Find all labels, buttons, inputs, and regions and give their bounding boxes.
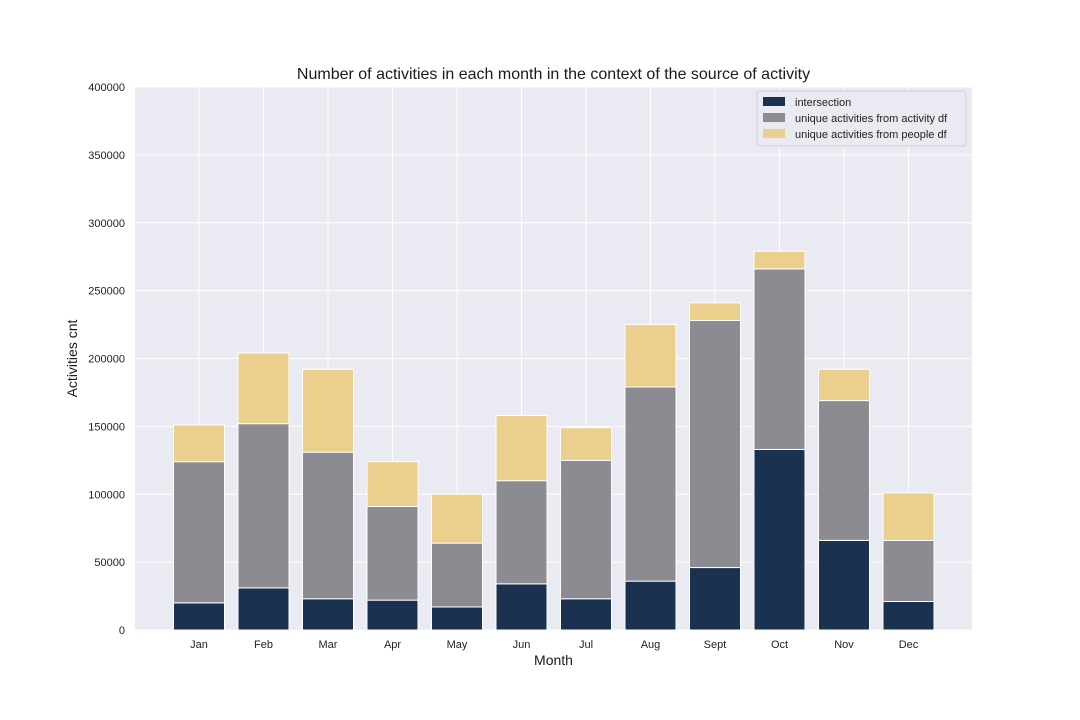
x-tick-label: Apr xyxy=(384,639,401,651)
bar-segment-3-aug xyxy=(624,324,677,388)
bar-segment-1-nov xyxy=(818,539,870,631)
x-tick-label: Dec xyxy=(899,639,919,651)
x-tick-label: Mar xyxy=(319,639,338,651)
legend: intersection unique activities from activ… xyxy=(756,90,967,147)
x-tick-label: Nov xyxy=(834,639,854,651)
y-tick-label: 100000 xyxy=(88,489,125,501)
bar-segment-1-feb xyxy=(237,587,290,631)
bar-segment-2-apr xyxy=(366,505,419,601)
bar-segment-3-feb xyxy=(237,352,290,425)
bars xyxy=(173,250,935,631)
x-tick-label: Oct xyxy=(771,639,788,651)
bar-segment-3-jul xyxy=(560,427,612,461)
y-tick-label: 400000 xyxy=(88,82,125,94)
bar-segment-1-apr xyxy=(366,599,419,631)
y-tick-label: 200000 xyxy=(88,354,125,366)
x-tick-labels: Jan Feb Mar Apr May Jun Jul Aug Sept Oct Nov Dec xyxy=(190,639,919,651)
y-tick-label: 50000 xyxy=(94,557,125,569)
bar-segment-1-jul xyxy=(560,598,612,631)
x-tick-label: Jun xyxy=(513,639,531,651)
x-tick-label: Sept xyxy=(704,639,727,651)
legend-swatch xyxy=(763,97,785,106)
y-tick-label: 150000 xyxy=(88,421,125,433)
x-tick-label: Jan xyxy=(190,639,208,651)
legend-label: intersection xyxy=(795,97,851,109)
bar-segment-1-dec xyxy=(882,600,935,631)
bar-segment-2-jun xyxy=(495,480,548,585)
bar-segment-1-mar xyxy=(302,598,354,631)
bar-segment-1-may xyxy=(431,606,483,631)
y-tick-label: 350000 xyxy=(88,150,125,162)
bar-segment-2-jan xyxy=(173,461,225,604)
y-tick-label: 300000 xyxy=(88,218,125,230)
bar-segment-3-apr xyxy=(366,461,419,507)
y-tick-labels: 0 50000 100000 150000 200000 250000 300000 3500… xyxy=(88,82,125,637)
bar-segment-2-sept xyxy=(689,319,741,569)
chart-title: Number of activities in each month in th… xyxy=(297,66,810,83)
x-tick-label: Feb xyxy=(254,639,273,651)
bar-segment-2-mar xyxy=(302,451,354,600)
legend-box xyxy=(756,90,967,147)
bar-segment-2-may xyxy=(431,542,483,608)
bar-segment-2-jul xyxy=(560,459,612,600)
bar-segment-3-may xyxy=(431,493,483,544)
bar-segment-1-oct xyxy=(753,448,806,631)
legend-swatch xyxy=(763,129,785,138)
bar-segment-2-feb xyxy=(237,423,290,589)
bar-segment-1-jun xyxy=(495,583,548,631)
x-tick-label: Jul xyxy=(579,639,593,651)
y-tick-label: 250000 xyxy=(88,286,125,298)
y-axis-label: Activities cnt xyxy=(64,319,80,397)
y-tick-label: 0 xyxy=(119,625,125,637)
bar-segment-2-dec xyxy=(882,539,935,602)
bar-segment-3-oct xyxy=(753,250,806,270)
bar-segment-3-jun xyxy=(495,415,548,482)
bar-segment-2-oct xyxy=(753,268,806,450)
x-tick-label: May xyxy=(447,639,468,651)
bar-segment-3-mar xyxy=(302,368,354,453)
legend-label: unique activities from people df xyxy=(795,129,948,141)
bar-segment-3-jan xyxy=(173,424,225,463)
legend-swatch xyxy=(763,113,785,122)
bar-segment-2-nov xyxy=(818,400,870,541)
legend-label: unique activities from activity df xyxy=(795,113,948,125)
bar-segment-3-sept xyxy=(689,302,741,321)
bar-segment-3-nov xyxy=(818,368,870,402)
bar-segment-1-jan xyxy=(173,602,225,631)
x-axis-label: Month xyxy=(534,652,573,668)
bar-segment-2-aug xyxy=(624,386,677,582)
bar-segment-1-sept xyxy=(689,567,741,631)
bar-segment-3-dec xyxy=(882,492,935,541)
x-tick-label: Aug xyxy=(641,639,661,651)
bar-segment-1-aug xyxy=(624,580,677,631)
